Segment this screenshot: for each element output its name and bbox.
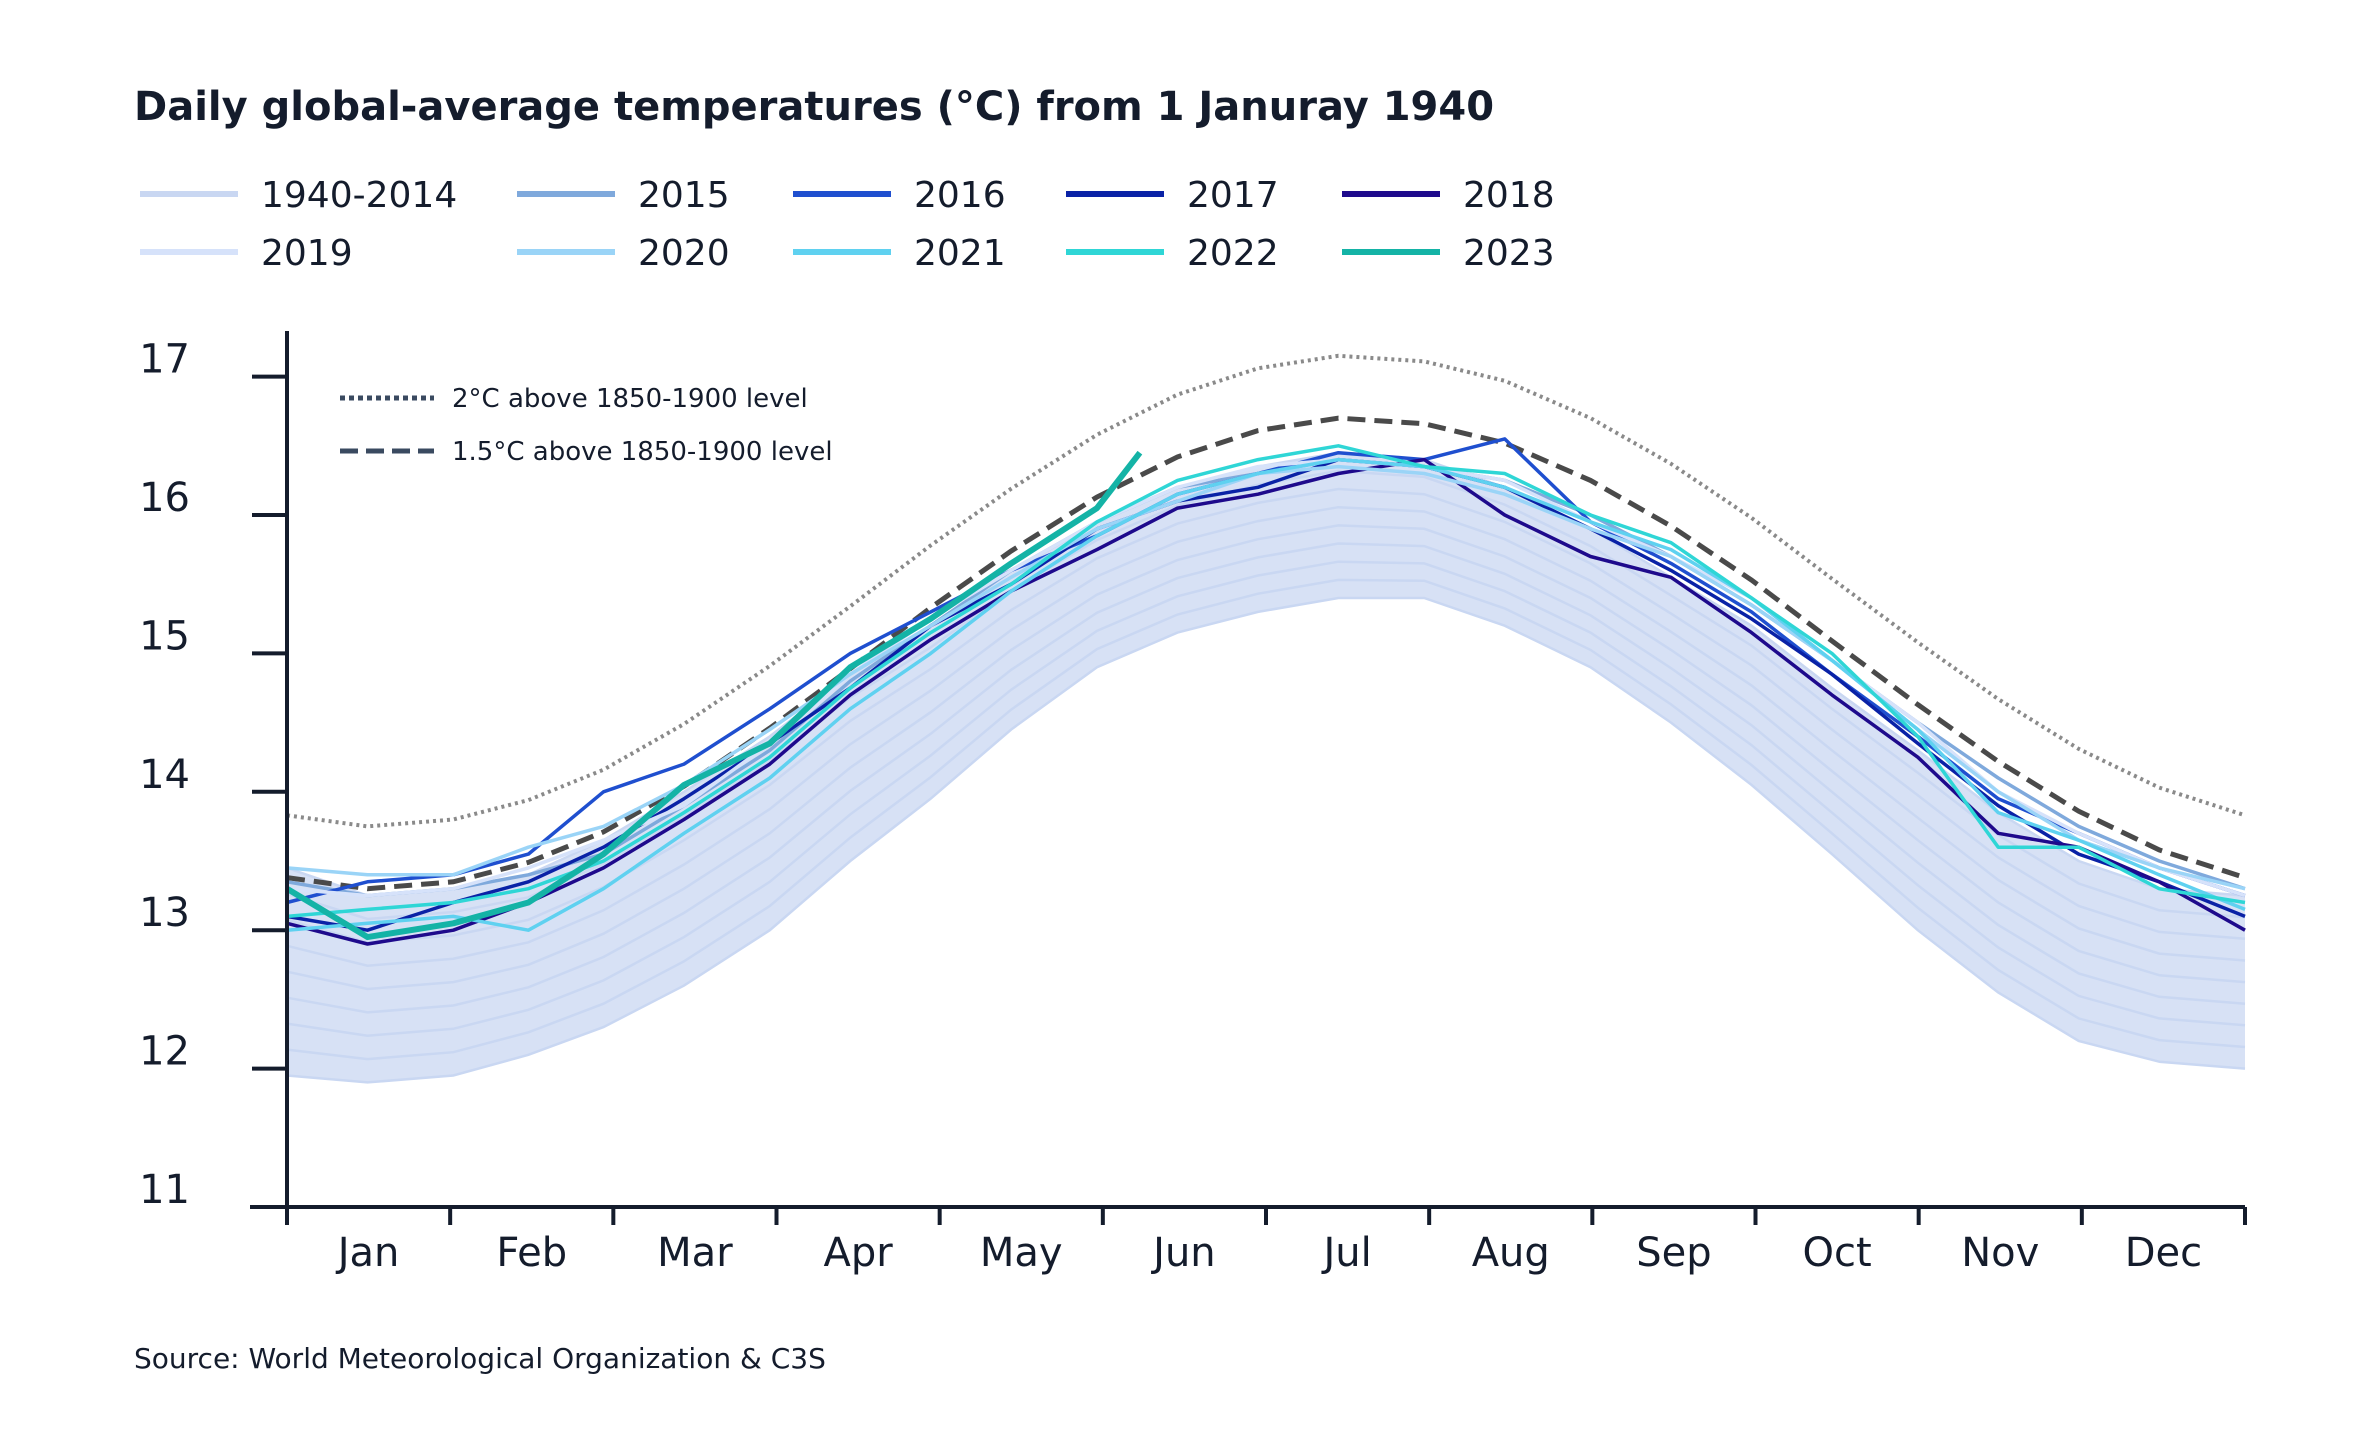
threshold-label-1-5c: 1.5°C above 1850-1900 level — [452, 437, 833, 467]
x-tick-label-Oct: Oct — [1802, 1230, 1871, 1276]
x-tick-label-Aug: Aug — [1472, 1230, 1550, 1276]
y-tick-label: 14 — [139, 752, 190, 798]
y-tick-label: 17 — [139, 337, 190, 383]
x-tick-label-Feb: Feb — [496, 1230, 567, 1276]
legend-label-2018: 2018 — [1463, 175, 1555, 216]
legend-label-2020: 2020 — [638, 233, 730, 274]
legend: 1940-2014 2015 2016 2017 2018 2019 2020 2021 202… — [140, 175, 1555, 274]
legend-label-2019: 2019 — [261, 233, 353, 274]
series-line-2021 — [286, 457, 2246, 932]
band-line — [286, 578, 2246, 1061]
legend-label-2023: 2023 — [1463, 233, 1555, 274]
band-line — [286, 505, 2246, 967]
source-note: Source: World Meteorological Organizatio… — [134, 1342, 826, 1375]
x-tick-label-Jan: Jan — [335, 1230, 400, 1276]
series-line-2017 — [286, 457, 2246, 932]
x-tick-label-Nov: Nov — [1961, 1230, 2039, 1276]
legend-label-2021: 2021 — [914, 233, 1006, 274]
x-tick-label-Dec: Dec — [2125, 1230, 2202, 1276]
x-tick-label-Sep: Sep — [1636, 1230, 1711, 1276]
y-tick-label: 15 — [139, 613, 190, 659]
series-line-2019 — [286, 457, 2246, 898]
threshold-lines — [286, 353, 2246, 892]
x-tick-label-Jun: Jun — [1150, 1230, 1216, 1276]
y-tick-label: 13 — [139, 890, 190, 936]
x-tick-label-Apr: Apr — [823, 1230, 893, 1276]
threshold-legend: 2°C above 1850-1900 level 1.5°C above 18… — [340, 384, 833, 467]
series-line-2022 — [286, 444, 2246, 919]
y-tick-label: 11 — [139, 1167, 190, 1213]
axes: 11 12 13 14 15 16 17 Jan Feb Mar Apr May Jun Jul Aug Se… — [139, 331, 2247, 1276]
band-line — [286, 560, 2246, 1037]
band-line — [286, 469, 2246, 921]
threshold-label-2c: 2°C above 1850-1900 level — [452, 384, 808, 414]
y-tick-label: 12 — [139, 1029, 190, 1075]
band-line — [286, 542, 2246, 1014]
band-line — [286, 596, 2246, 1084]
chart-title: Daily global-average temperatures (°C) f… — [134, 84, 1494, 130]
legend-label-2015: 2015 — [638, 175, 730, 216]
series-line-2018 — [286, 457, 2246, 946]
legend-label-2022: 2022 — [1187, 233, 1279, 274]
series-lines — [285, 437, 2246, 946]
x-tick-label-Jul: Jul — [1320, 1230, 1371, 1276]
band-line — [286, 524, 2246, 991]
x-tick-label-May: May — [980, 1230, 1063, 1276]
legend-label-1940-2014: 1940-2014 — [261, 175, 457, 216]
series-line-2023 — [285, 450, 1143, 941]
x-tick-label-Mar: Mar — [657, 1230, 733, 1276]
threshold-line-1-5c — [286, 415, 2246, 892]
legend-label-2017: 2017 — [1187, 175, 1279, 216]
legend-label-2016: 2016 — [914, 175, 1006, 216]
y-tick-label: 16 — [139, 475, 190, 521]
